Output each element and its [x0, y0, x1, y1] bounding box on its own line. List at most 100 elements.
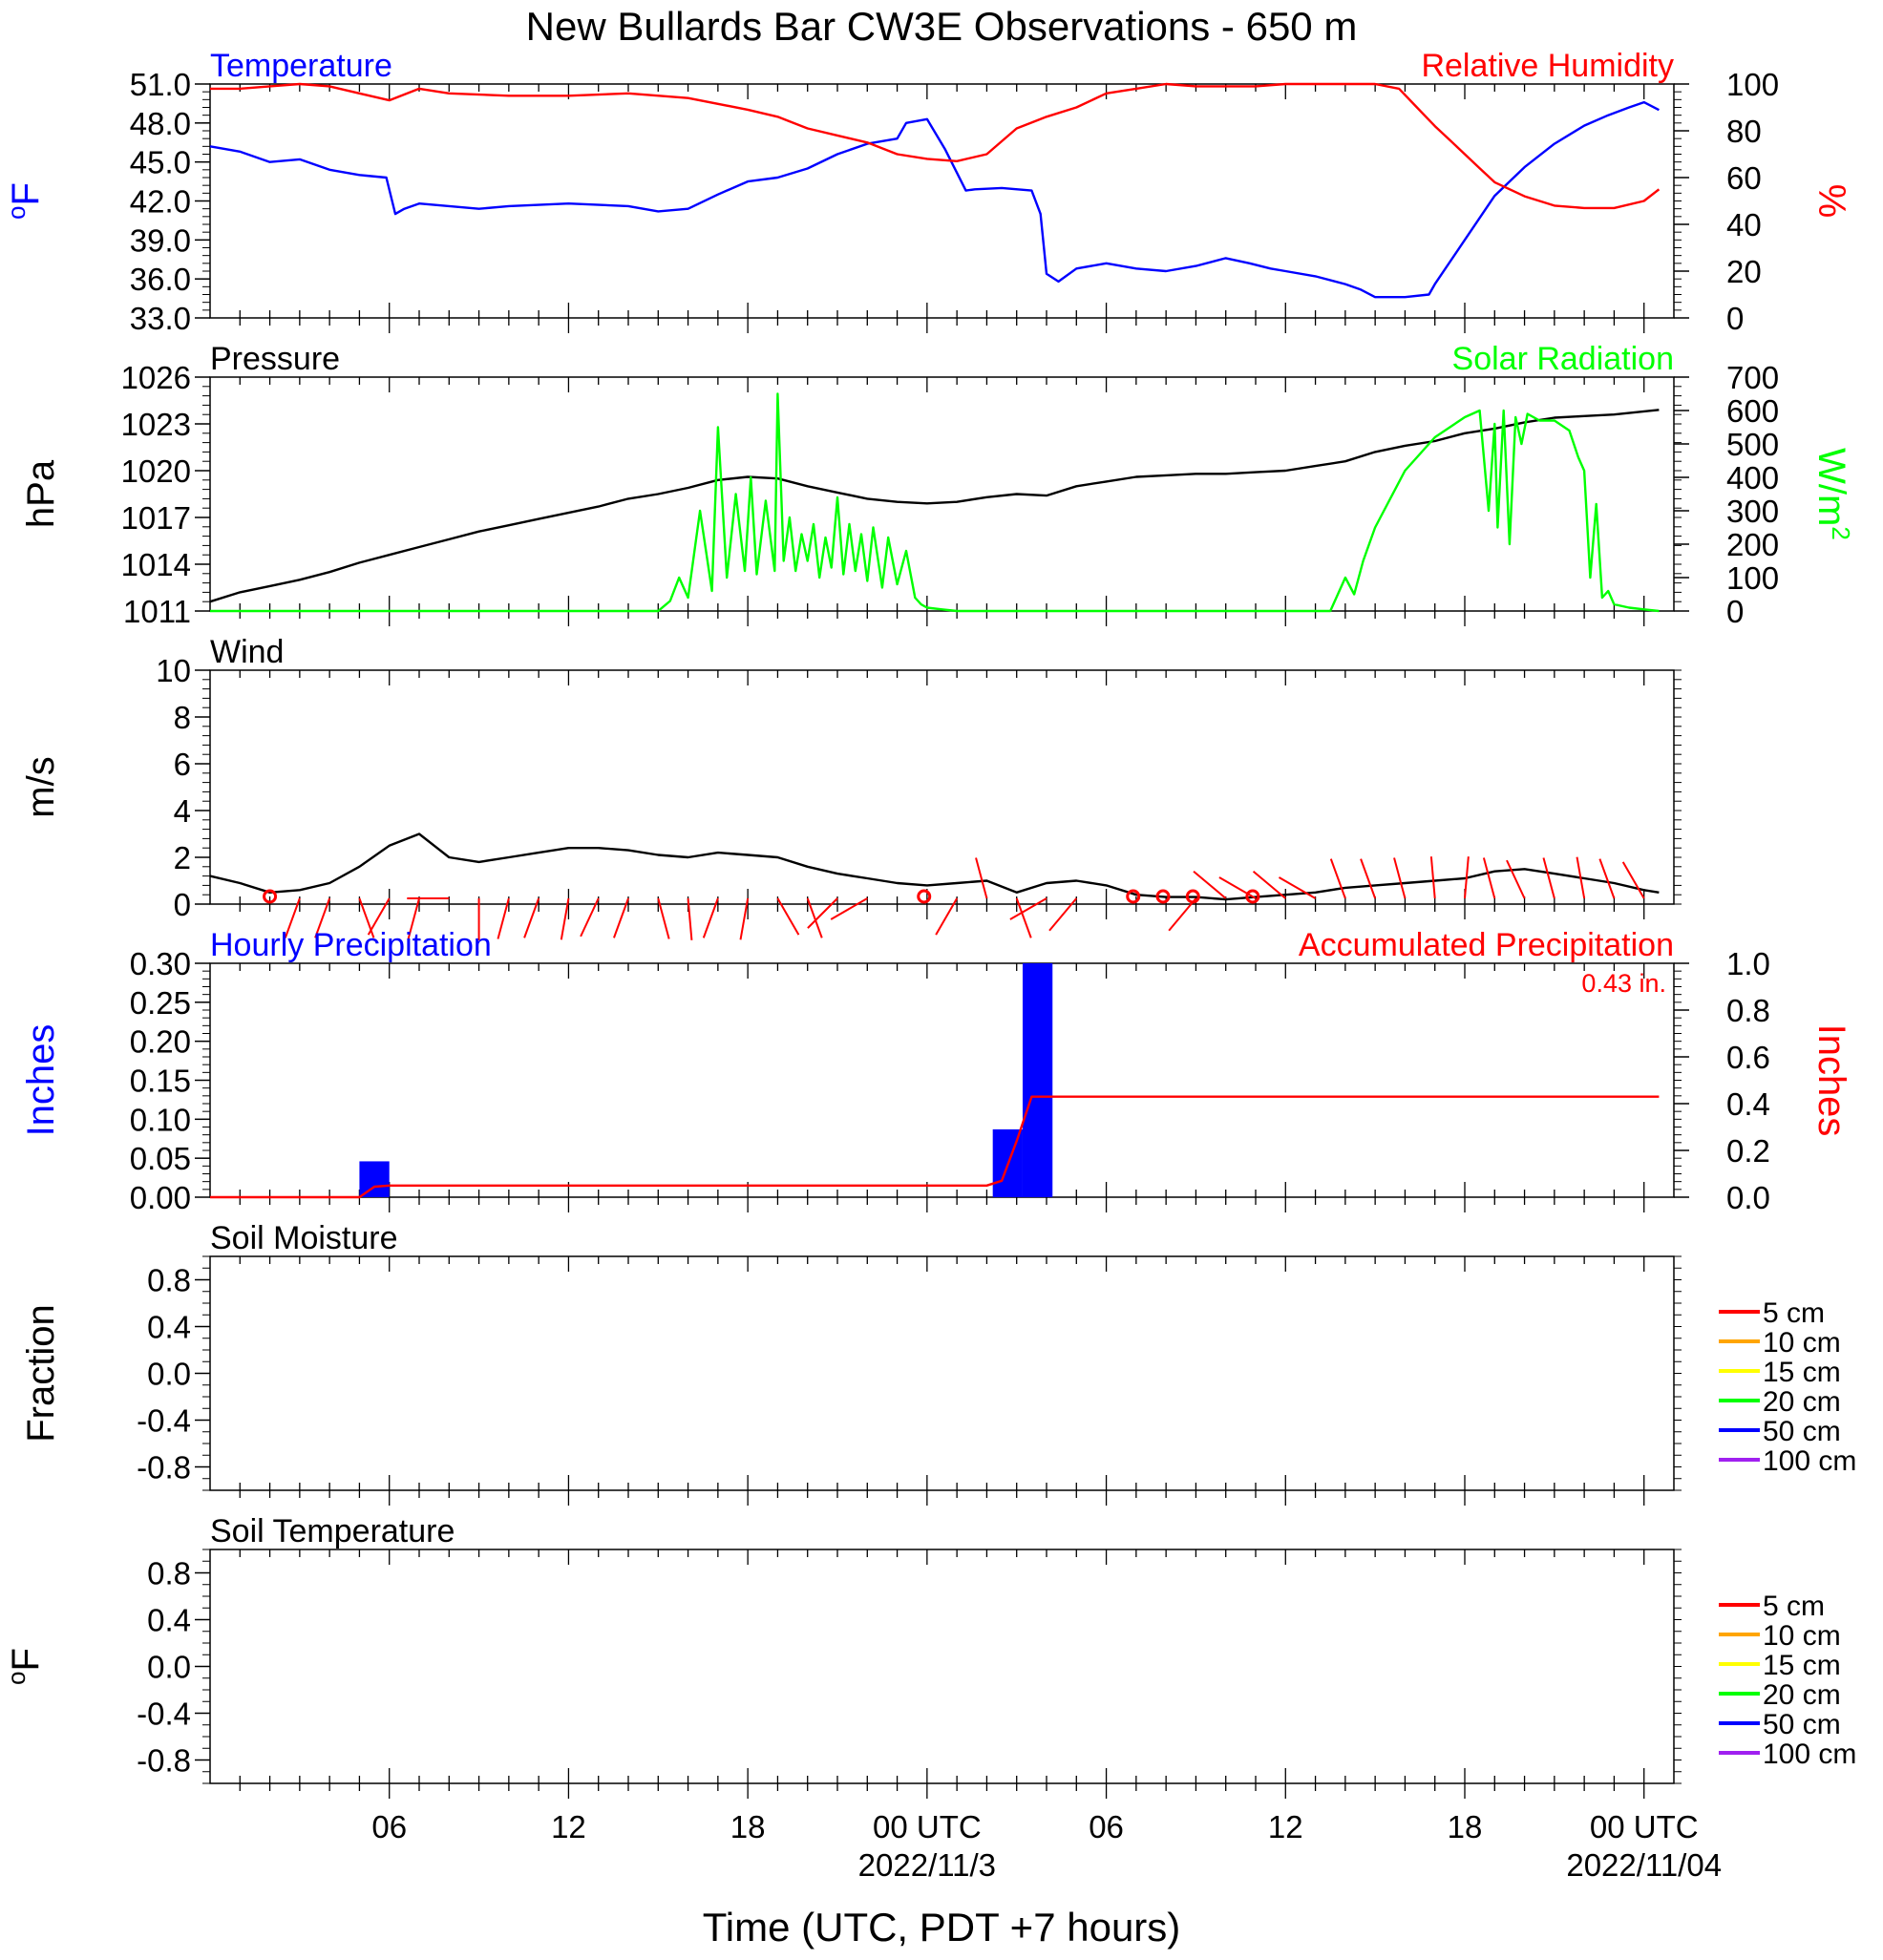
- y-tick-label: 51.0: [130, 67, 191, 102]
- wind-barb: [1218, 876, 1257, 899]
- legend-label: 5 cm: [1763, 1591, 1825, 1622]
- panel-title-right: Accumulated Precipitation: [1299, 927, 1674, 963]
- wind-barb: [367, 897, 391, 936]
- y-tick-label-right: 0.4: [1726, 1086, 1770, 1122]
- y-axis-title: m/s: [20, 756, 62, 817]
- panel-title-left: Temperature: [210, 48, 392, 84]
- y-tick-label-right: 0: [1726, 594, 1744, 629]
- wind-barb: [739, 897, 750, 940]
- panel-title-left: Soil Temperature: [210, 1513, 455, 1549]
- y-tick-label-right: 500: [1726, 427, 1779, 462]
- series-line-pressure: [209, 409, 1660, 603]
- series-line-relative-humidity: [210, 82, 1661, 210]
- y-tick-label: 0.4: [147, 1310, 191, 1345]
- calm-wind-marker: [263, 889, 278, 904]
- wind-barb: [1598, 858, 1616, 899]
- calm-wind-marker: [1185, 889, 1200, 904]
- y-tick-label: -0.8: [137, 1450, 191, 1486]
- y-tick-label: 1020: [121, 453, 191, 489]
- y-tick-label: 1017: [121, 500, 191, 536]
- y-tick-label: 0.0: [147, 1650, 191, 1685]
- y-tick-label-right: 0.8: [1726, 993, 1770, 1028]
- calm-wind-marker: [1155, 889, 1171, 904]
- y-tick-label: 1011: [123, 594, 191, 629]
- wind-barb: [1576, 856, 1586, 899]
- legend-label: 5 cm: [1763, 1297, 1825, 1329]
- legend-label: 20 cm: [1763, 1679, 1841, 1711]
- y-tick-label-right: 20: [1726, 254, 1762, 289]
- y-tick-label-right: 0.0: [1726, 1180, 1770, 1215]
- legend-label: 20 cm: [1763, 1386, 1841, 1418]
- y-tick-label: 2: [174, 840, 191, 875]
- wind-barb: [1048, 897, 1078, 932]
- legend-label: 50 cm: [1763, 1416, 1841, 1447]
- wind-barb: [830, 897, 868, 920]
- plot-frame: [209, 376, 1675, 612]
- x-tick-label: 12: [1268, 1809, 1303, 1844]
- plot-frame: [209, 1255, 1675, 1491]
- x-axis-title: Time (UTC, PDT +7 hours): [703, 1905, 1181, 1949]
- y-axis-title-superscript: 2: [1827, 526, 1855, 539]
- y-axis-title: oF: [2, 182, 47, 220]
- precip-bar: [359, 1161, 390, 1197]
- panel-soil_temp: -0.8 -0.4 0.0 0.4 0.8 Soil Temperature 5 cm10 …: [137, 1513, 1856, 1799]
- y-tick-label: 1026: [121, 360, 191, 395]
- wind-barb: [1621, 861, 1645, 899]
- y-tick-label-right: 600: [1726, 393, 1779, 429]
- y-tick-label-right: 1.0: [1726, 946, 1770, 981]
- y-tick-label-right: 0.2: [1726, 1133, 1770, 1169]
- accumulated-total-annotation: 0.43 in.: [1581, 969, 1666, 998]
- wind-barb: [1464, 856, 1470, 899]
- y-tick-label-right: 60: [1726, 160, 1762, 196]
- y-axis-title-main: F: [5, 182, 47, 205]
- wind-barb: [284, 897, 301, 938]
- plot-frame: [209, 669, 1675, 905]
- legend-label: 50 cm: [1763, 1709, 1841, 1740]
- wind-barb: [687, 897, 693, 940]
- panel-precip: 0.00 0.05 0.100.15 0.200.25 0.30 0.0 0.2 0.4 0.6…: [130, 927, 1770, 1215]
- panel-title-left: Soil Moisture: [210, 1220, 398, 1256]
- y-tick-label: 39.0: [130, 222, 191, 258]
- y-tick-label: 0.8: [147, 1556, 191, 1591]
- y-axis-title-right: %: [1810, 184, 1852, 219]
- wind-barb: [1009, 897, 1047, 920]
- calm-wind-marker: [917, 889, 932, 904]
- series-line-accumulated-precipitation: [210, 1095, 1660, 1199]
- y-tick-label-right: 400: [1726, 460, 1779, 495]
- y-tick-label-right: 200: [1726, 527, 1779, 562]
- y-tick-label: 1023: [121, 407, 191, 442]
- legend-label: 100 cm: [1763, 1445, 1856, 1477]
- wind-barb: [935, 897, 959, 936]
- y-tick-label: 0.30: [130, 946, 191, 981]
- y-axis-title-superscript: o: [2, 1671, 31, 1684]
- wind-barb: [407, 897, 420, 939]
- wind-barb: [560, 897, 570, 940]
- legend-label: 100 cm: [1763, 1739, 1856, 1770]
- y-axis-title-superscript: o: [2, 205, 31, 219]
- panel-title-right: Solar Radiation: [1452, 341, 1674, 377]
- y-tick-label-right: 80: [1726, 114, 1762, 149]
- x-tick-label: 00 UTC: [1590, 1809, 1699, 1844]
- y-tick-label: 36.0: [130, 262, 191, 297]
- x-tick-label: 00 UTC: [873, 1809, 982, 1844]
- y-axis-title: oF: [2, 1648, 47, 1685]
- y-tick-label: 8: [174, 700, 191, 735]
- x-tick-label: 18: [1448, 1809, 1483, 1844]
- y-tick-label: 42.0: [130, 184, 191, 220]
- wind-barb: [1393, 857, 1407, 899]
- x-date-label: 2022/11/04: [1566, 1847, 1722, 1883]
- y-tick-label-right: 0: [1726, 301, 1744, 336]
- series-line-temperature: [209, 100, 1660, 299]
- wind-barb: [1193, 870, 1227, 899]
- wind-barb: [1360, 858, 1377, 899]
- legend-label: 10 cm: [1763, 1620, 1841, 1652]
- x-tick-label: 06: [1089, 1809, 1124, 1844]
- y-tick-label-right: 300: [1726, 494, 1779, 529]
- wind-barb: [314, 897, 331, 938]
- calm-wind-marker: [1126, 889, 1141, 904]
- y-tick-label: 0.25: [130, 985, 191, 1021]
- y-axis-title: hPa: [20, 459, 62, 528]
- wind-barb: [806, 897, 823, 938]
